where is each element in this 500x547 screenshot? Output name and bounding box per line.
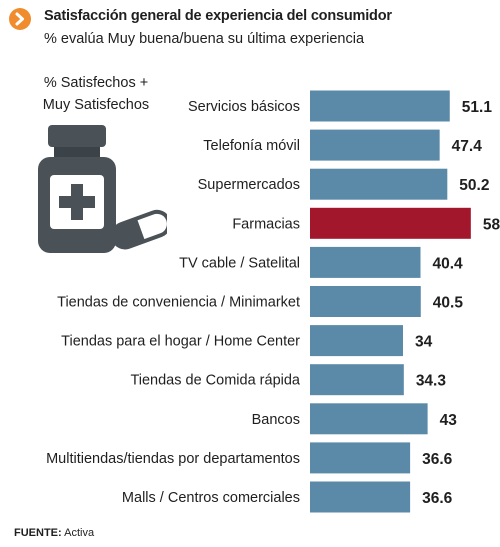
legend-note: % Satisfechos + Muy Satisfechos [26, 72, 166, 116]
chart-title: Satisfacción general de experiencia del … [44, 8, 392, 24]
pill-bottle-icon [32, 125, 171, 260]
category-label: Telefonía móvil [203, 138, 300, 154]
value-label: 43 [440, 412, 458, 429]
value-label: 34 [415, 334, 433, 351]
value-label: 58.8 [483, 216, 500, 233]
value-label: 47.4 [452, 138, 483, 155]
category-label: Multitiendas/tiendas por departamentos [46, 451, 300, 467]
category-label: Tiendas de Comida rápida [130, 373, 300, 389]
value-label: 40.4 [433, 255, 464, 272]
chevron-right-icon [9, 8, 31, 30]
value-label: 50.2 [459, 177, 489, 194]
chart-subtitle: % evalúa Muy buena/buena su última exper… [44, 31, 365, 47]
category-label: Farmacias [232, 216, 300, 232]
value-label: 34.3 [416, 373, 447, 390]
category-label: TV cable / Satelital [179, 255, 300, 271]
category-label: Bancos [252, 412, 300, 428]
source-text: Activa [64, 527, 95, 539]
category-label: Malls / Centros comerciales [122, 490, 300, 506]
source-note: FUENTE: Activa [14, 527, 94, 539]
bar [310, 286, 421, 317]
bar [310, 246, 421, 278]
bar [310, 403, 428, 435]
bar [310, 207, 471, 239]
legend-note-line1: % Satisfechos + [43, 75, 149, 91]
bar [310, 481, 411, 513]
bar [310, 168, 448, 200]
bar [310, 442, 411, 474]
value-label: 40.5 [433, 295, 464, 312]
category-label: Tiendas de conveniencia / Minimarket [57, 295, 300, 311]
value-label: 51.1 [462, 99, 493, 116]
bar [310, 90, 450, 122]
legend-note-line2: Muy Satisfechos [42, 97, 150, 113]
category-label: Supermercados [198, 177, 300, 193]
category-label: Tiendas para el hogar / Home Center [61, 334, 300, 350]
value-label: 36.6 [422, 490, 453, 507]
bar [310, 364, 404, 396]
category-label: Servicios básicos [188, 99, 300, 115]
bar [310, 325, 403, 357]
source-label: FUENTE: [14, 527, 62, 539]
bar [310, 129, 440, 161]
value-label: 36.6 [422, 451, 453, 468]
